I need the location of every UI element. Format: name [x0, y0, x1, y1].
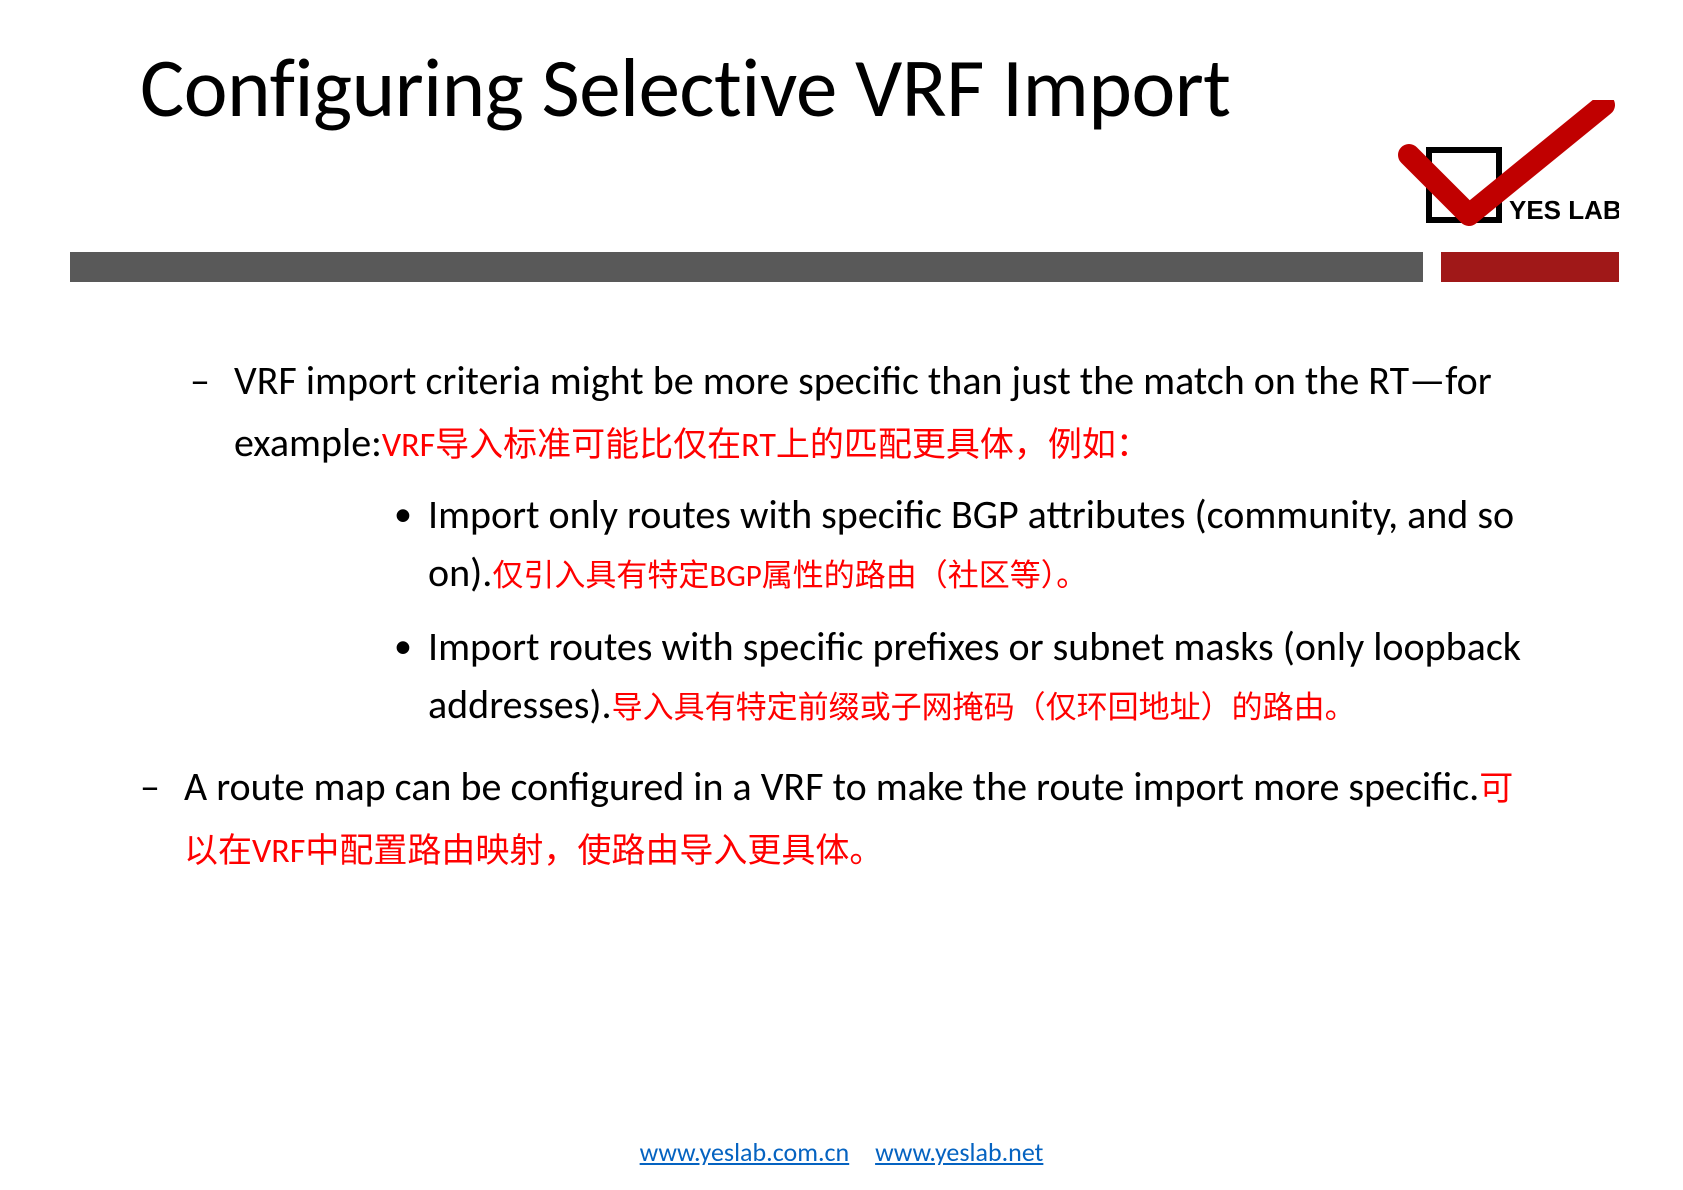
- bullet-level1: – A route map can be configured in a VRF…: [140, 756, 1543, 880]
- content-area: – VRF import criteria might be more spec…: [190, 350, 1543, 886]
- logo-text: YES LAB: [1509, 195, 1619, 225]
- slide: Configuring Selective VRF Import YES LAB…: [0, 0, 1683, 1190]
- divider: [70, 252, 1619, 282]
- sub-bullet-body: Import only routes with specific BGP att…: [428, 486, 1543, 602]
- bullet-marker: •: [394, 618, 428, 734]
- bullet-level2: • Import only routes with specific BGP a…: [394, 486, 1543, 602]
- footer-link-1[interactable]: www.yeslab.com.cn: [640, 1136, 850, 1168]
- divider-red: [1441, 252, 1619, 282]
- dash-marker: –: [140, 756, 184, 880]
- footer-link-2[interactable]: www.yeslab.net: [875, 1136, 1043, 1168]
- slide-title: Configuring Selective VRF Import: [140, 38, 1230, 139]
- sub-text-zh: 仅引入具有特定BGP属性的路由（社区等）。: [492, 557, 1087, 595]
- sub-list: • Import only routes with specific BGP a…: [394, 486, 1543, 734]
- divider-grey: [70, 252, 1423, 282]
- bullet-text-en: A route map can be configured in a VRF t…: [184, 762, 1479, 811]
- sub-bullet-body: Import routes with specific prefixes or …: [428, 618, 1543, 734]
- bullet-text-zh: VRF导入标准可能比仅在RT上的匹配更具体，例如：: [382, 425, 1150, 466]
- bullet-level2: • Import routes with specific prefixes o…: [394, 618, 1543, 734]
- footer: www.yeslab.com.cn www.yeslab.net: [0, 1136, 1683, 1168]
- bullet-level1: – VRF import criteria might be more spec…: [190, 350, 1543, 750]
- bullet-body: A route map can be configured in a VRF t…: [184, 756, 1543, 880]
- dash-marker: –: [190, 350, 234, 750]
- yeslab-logo: YES LAB: [1369, 100, 1619, 240]
- sub-text-zh: 导入具有特定前缀或子网掩码（仅环回地址）的路由。: [612, 689, 1356, 727]
- bullet-body: VRF import criteria might be more specif…: [234, 350, 1543, 750]
- bullet-marker: •: [394, 486, 428, 602]
